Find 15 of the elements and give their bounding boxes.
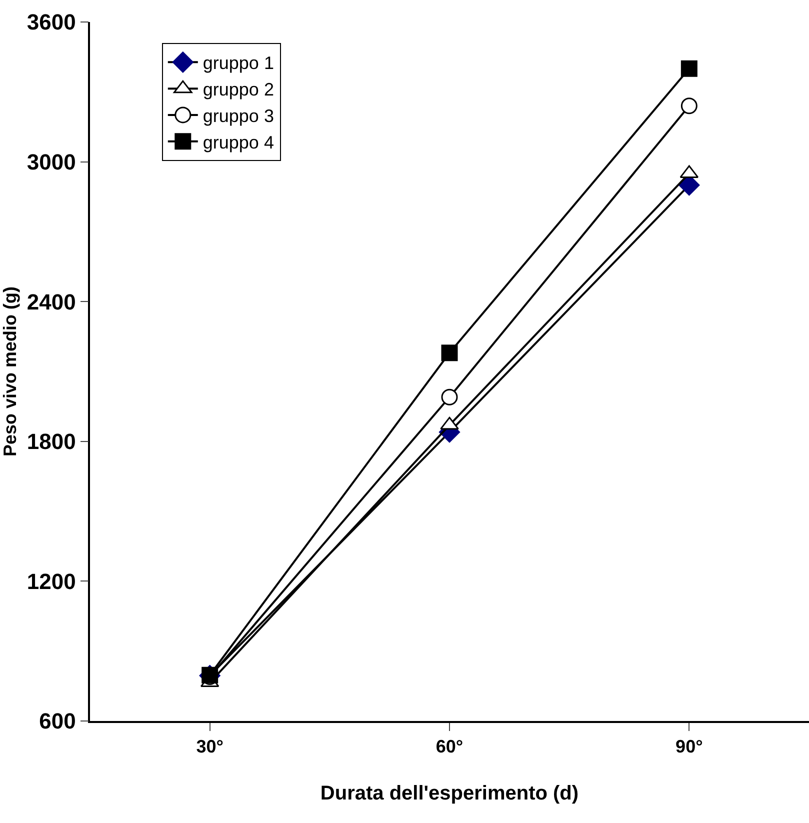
x-axis-title: Durata dell'esperimento (d)	[320, 782, 579, 804]
y-tick-label: 3000	[26, 150, 76, 174]
legend-label: gruppo 2	[202, 80, 274, 100]
legend-label: gruppo 4	[202, 132, 274, 152]
y-axis-title: Peso vivo medio (g)	[0, 286, 20, 457]
x-tick-label: 30°	[196, 736, 224, 756]
y-tick-label: 1200	[26, 568, 76, 594]
x-tick-label: 60°	[436, 736, 464, 756]
y-tick-label: 3600	[26, 10, 76, 35]
y-tick-label: 1800	[26, 429, 76, 454]
x-tick-label: 90°	[676, 736, 703, 756]
legend-label: gruppo 1	[202, 53, 274, 74]
legend-label: gruppo 3	[202, 106, 274, 126]
y-tick-label: 2400	[26, 289, 76, 314]
y-tick-label: 600	[39, 708, 76, 734]
